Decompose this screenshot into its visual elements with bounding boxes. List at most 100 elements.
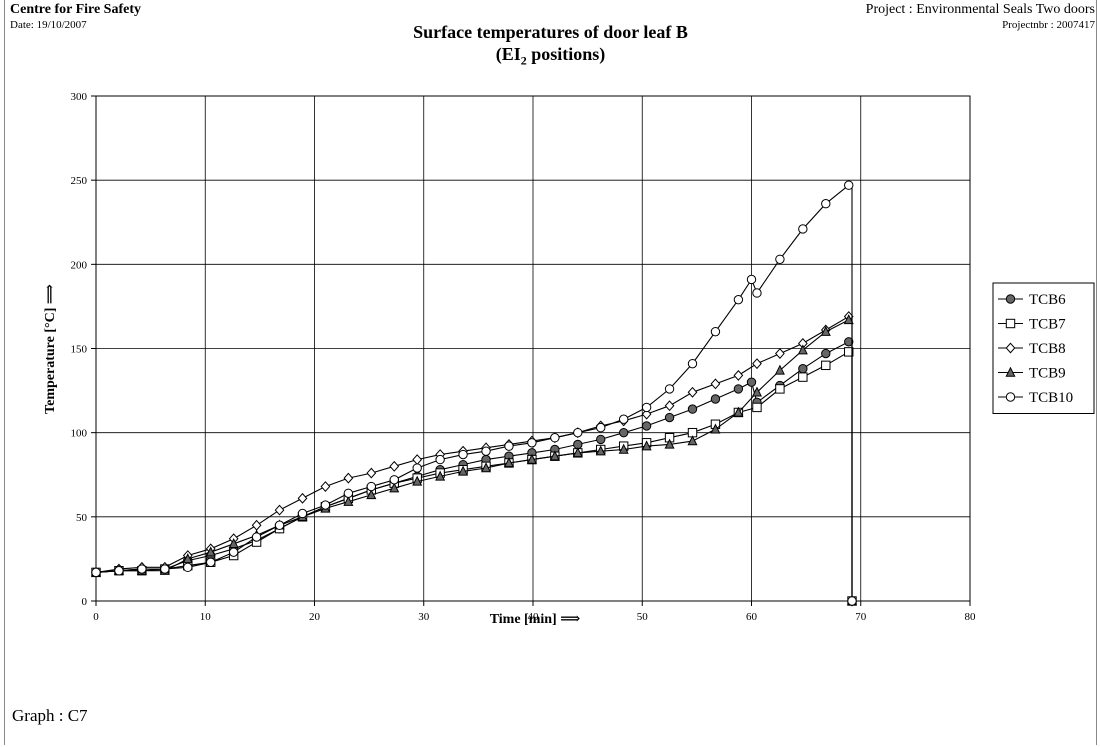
data-point <box>752 288 762 298</box>
data-point <box>274 520 285 530</box>
data-point <box>91 567 101 578</box>
data-point <box>435 454 445 465</box>
y-tick-label: 300 <box>71 91 88 103</box>
legend-label: TCB10 <box>1029 390 1073 406</box>
data-point <box>481 446 491 456</box>
data-point <box>160 564 170 574</box>
series-tcb10 <box>91 180 857 606</box>
data-point <box>182 553 193 564</box>
data-point <box>844 347 854 357</box>
data-point <box>710 378 721 390</box>
legend-item: TCB9 <box>998 366 1066 382</box>
data-point <box>687 404 698 414</box>
legend-item: TCB6 <box>998 292 1066 308</box>
data-point <box>798 224 808 234</box>
data-point <box>458 465 469 476</box>
chart-subtitle-subscript: 2 <box>520 53 527 68</box>
data-point <box>183 562 193 573</box>
data-point <box>205 546 216 557</box>
data-point <box>366 481 377 492</box>
data-point <box>775 384 785 394</box>
y-tick-label: 50 <box>76 512 88 524</box>
data-point <box>774 364 785 375</box>
data-point <box>847 596 857 606</box>
data-point <box>798 372 808 382</box>
data-point <box>821 199 831 209</box>
data-point <box>641 421 652 431</box>
data-point <box>733 294 744 305</box>
data-point <box>746 274 757 285</box>
data-point <box>343 495 354 506</box>
x-tick-label: 30 <box>418 611 430 623</box>
data-point <box>572 447 583 458</box>
data-point <box>458 449 468 460</box>
legend-marker <box>1005 392 1016 402</box>
data-point <box>504 441 514 451</box>
data-point <box>595 445 606 456</box>
data-point <box>435 470 446 481</box>
data-point <box>366 467 377 479</box>
data-point <box>366 489 377 500</box>
y-tick-label: 150 <box>71 344 88 356</box>
data-point <box>412 454 423 466</box>
chart-subtitle-suffix: positions) <box>526 44 606 64</box>
organization-name: Centre for Fire Safety <box>10 2 142 17</box>
data-point <box>843 314 854 325</box>
legend-label: TCB9 <box>1029 366 1066 382</box>
chart-grid <box>95 95 971 602</box>
series-line <box>95 319 853 601</box>
data-point <box>596 422 606 433</box>
x-tick-label: 50 <box>637 611 649 623</box>
plot-area-border <box>95 95 971 602</box>
data-point <box>664 412 675 423</box>
data-point <box>596 434 606 445</box>
data-point <box>710 394 721 404</box>
data-point <box>481 462 492 473</box>
chart-axes: 0 10 20 30 40 50 60 70 80 0 50 100 150 200 250 300 <box>71 91 977 623</box>
legend-label: TCB7 <box>1029 317 1066 333</box>
data-point <box>389 482 400 493</box>
legend-marker <box>1005 318 1016 329</box>
data-point <box>526 453 537 464</box>
data-point <box>798 364 808 374</box>
x-tick-label: 60 <box>746 611 758 623</box>
chart-subtitle: (EI2 positions) <box>0 44 1101 69</box>
y-tick-label: 200 <box>71 259 88 271</box>
data-point <box>412 463 422 473</box>
series-line <box>95 315 853 601</box>
data-point <box>752 358 762 370</box>
series-layer <box>90 180 858 607</box>
data-point <box>251 532 262 542</box>
data-point <box>389 460 400 472</box>
data-point <box>641 440 652 451</box>
chart-subtitle-prefix: (EI <box>495 44 521 64</box>
data-point <box>664 384 675 394</box>
data-point <box>389 475 399 485</box>
data-point <box>527 438 537 448</box>
legend-label: TCB6 <box>1029 292 1066 308</box>
x-tick-label: 10 <box>200 611 212 623</box>
legend-item: TCB10 <box>998 390 1073 406</box>
data-point <box>664 400 675 412</box>
data-point <box>733 369 744 381</box>
x-tick-label: 40 <box>528 611 540 623</box>
data-point <box>821 360 831 371</box>
data-point <box>206 557 216 567</box>
y-tick-label: 100 <box>71 428 88 440</box>
data-point <box>343 472 354 484</box>
legend-label: TCB8 <box>1029 341 1066 357</box>
data-point <box>228 547 239 557</box>
y-tick-label: 250 <box>71 175 88 187</box>
project-number: Projectnbr : 2007417 <box>1002 19 1095 31</box>
project-name: Project : Environmental Seals Two doors <box>865 2 1095 17</box>
data-point <box>733 384 744 394</box>
x-tick-label: 20 <box>309 611 321 623</box>
data-point <box>550 433 560 443</box>
data-point <box>797 344 808 355</box>
data-point <box>710 326 721 337</box>
data-point <box>775 254 785 264</box>
chart-legend: TCB6 TCB7 TCB8 TCB9 TCB10 <box>992 282 1095 414</box>
x-tick-label: 0 <box>93 611 99 623</box>
data-point <box>710 423 721 434</box>
